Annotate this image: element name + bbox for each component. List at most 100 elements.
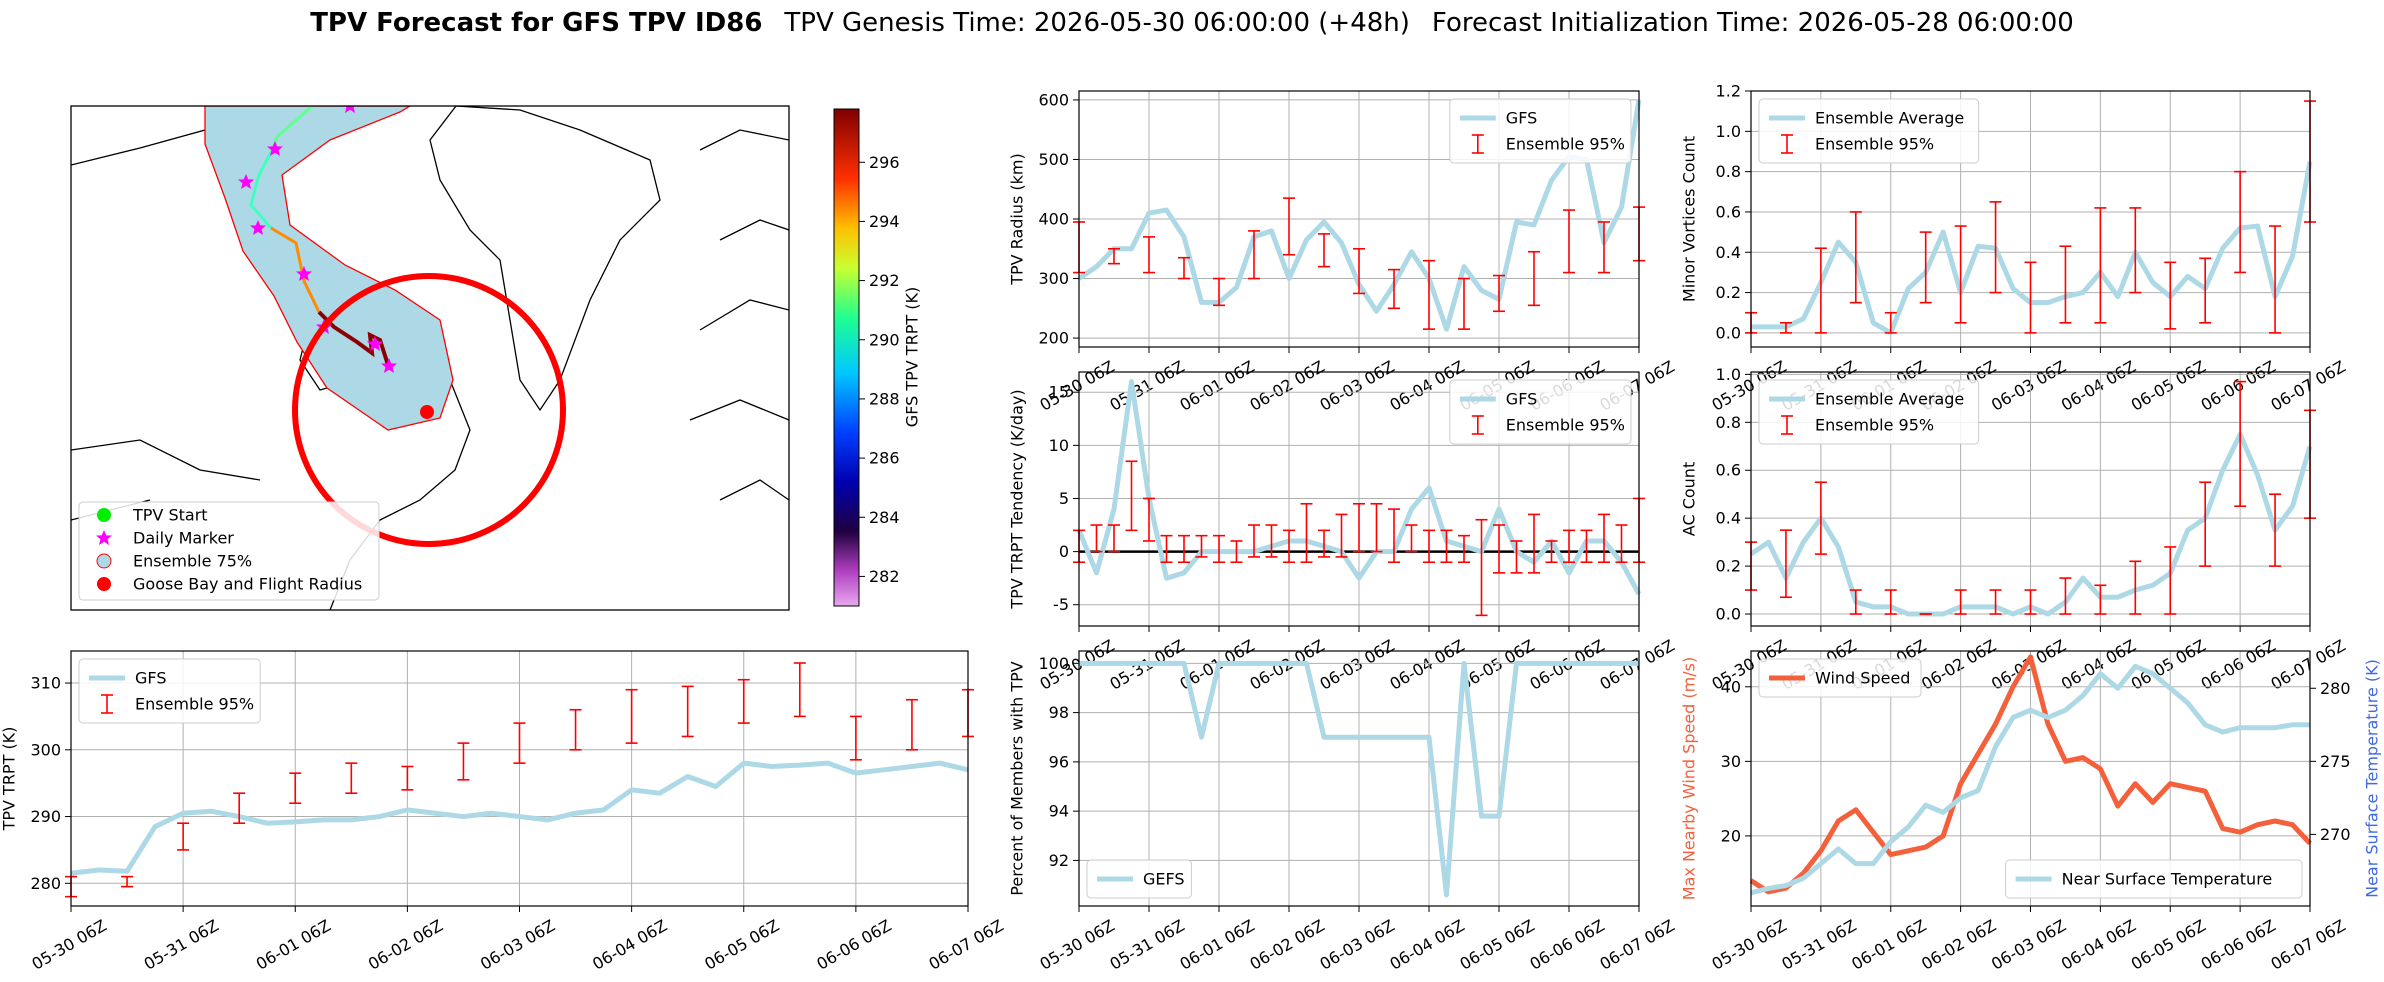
plot-frame	[1078, 371, 1640, 627]
colorbar-tick-label: 290	[869, 330, 900, 349]
legend-label: Ensemble Average	[1815, 109, 1964, 128]
y-tick-label: 0.8	[1716, 413, 1741, 432]
legend-box	[1758, 658, 1922, 698]
x-tick-label: 06-05 06Z	[2128, 357, 2209, 415]
y-axis-label: AC Count	[1680, 462, 1699, 536]
legend-label: TPV Start	[132, 506, 208, 525]
legend-label: Near Surface Temperature	[2062, 870, 2273, 889]
legend-label: Ensemble 95%	[1506, 416, 1625, 435]
y-tick-label: 0.0	[1716, 323, 1741, 342]
x-tick-label: 06-04 06Z	[2058, 357, 2139, 415]
x-tick-label: 06-02 06Z	[365, 916, 446, 974]
x-tick-label: 05-31 06Z	[141, 916, 222, 974]
y-tick-label: 0.6	[1716, 461, 1741, 480]
y-tick-label: 300	[1038, 269, 1069, 288]
series-line	[1079, 660, 1639, 898]
plot-frame	[1078, 650, 1640, 907]
colorbar-tick-label: 296	[869, 153, 900, 172]
y-tick-label: 96	[1049, 752, 1069, 771]
legend-label: Wind Speed	[1815, 669, 1910, 688]
legend-label: Ensemble 95%	[1815, 416, 1934, 435]
legend-label: GEFS	[1143, 870, 1185, 889]
x-tick-label: 06-07 06Z	[925, 916, 1006, 974]
y-tick-label: 0.4	[1716, 509, 1741, 528]
plot-frame	[1750, 650, 2311, 907]
greenland	[429, 106, 661, 412]
legend-marker	[96, 553, 112, 569]
y-axis-label: Max Nearby Wind Speed (m/s)	[1680, 657, 1699, 900]
track	[249, 151, 273, 229]
map	[70, 105, 860, 611]
y-tick-label: 30	[1721, 752, 1741, 771]
y-tick-label: 200	[1038, 329, 1069, 348]
x-tick-label: 06-04 06Z	[2058, 636, 2139, 694]
legend-box	[1758, 379, 1980, 445]
x-tick-label: 06-07 06Z	[1596, 916, 1677, 974]
legend-label: GFS	[135, 669, 166, 688]
y-tick-label: 20	[1721, 826, 1741, 845]
x-tick-label: 06-04 06Z	[2058, 916, 2139, 974]
x-tick-label: 06-05 06Z	[1456, 916, 1537, 974]
plot-frame	[1750, 90, 2311, 348]
x-tick-label: 06-03 06Z	[477, 916, 558, 974]
legend-label: Ensemble 95%	[135, 695, 254, 714]
legend-label: GFS	[1506, 109, 1537, 128]
x-tick-label: 06-06 06Z	[2198, 916, 2279, 974]
x-tick-label: 06-03 06Z	[1316, 916, 1397, 974]
legend-box	[1449, 379, 1632, 445]
colorbar-tick-label: 292	[869, 271, 900, 290]
y-tick-label: 94	[1049, 802, 1069, 821]
plot-frame	[1750, 371, 2311, 627]
plot-frame	[70, 650, 969, 907]
x-tick-label: 06-05 06Z	[2128, 916, 2209, 974]
y-tick-label: 15	[1049, 383, 1069, 402]
init-time: Forecast Initialization Time: 2026-05-28…	[1432, 8, 2074, 38]
map-legend	[78, 501, 380, 601]
legend-label: Ensemble 95%	[1815, 135, 1934, 154]
x-tick-label: 06-07 06Z	[2267, 357, 2348, 415]
ensemble-swath	[204, 106, 454, 431]
x-tick-label: 05-31 06Z	[1778, 916, 1859, 974]
colorbar-label: GFS TPV TRPT (K)	[903, 287, 922, 427]
y-tick-label: 300	[30, 740, 61, 759]
y-tick-label: 40	[1721, 677, 1741, 696]
track	[317, 310, 390, 366]
x-tick-label: 06-06 06Z	[813, 916, 894, 974]
colorbar	[833, 108, 860, 607]
y-tick-label: 0.8	[1716, 162, 1741, 181]
x-tick-label: 06-07 06Z	[2267, 916, 2348, 974]
y-axis-label: TPV Radius (km)	[1008, 153, 1027, 286]
colorbar-tick-label: 286	[869, 449, 900, 468]
legend-label: Goose Bay and Flight Radius	[133, 575, 362, 594]
x-tick-label: 06-04 06Z	[1386, 916, 1467, 974]
x-tick-label: 06-06 06Z	[1526, 916, 1607, 974]
y-axis-label: TPV TRPT (K)	[0, 727, 19, 832]
legend-box	[78, 658, 261, 724]
x-tick-label: 06-05 06Z	[701, 916, 782, 974]
y-tick-label: 10	[1049, 436, 1069, 455]
legend-box	[2005, 859, 2303, 899]
flight-radius	[292, 273, 566, 547]
y2-tick-label: 280	[2320, 679, 2351, 698]
legend-label: Daily Marker	[133, 529, 234, 548]
x-tick-label: 06-03 06Z	[1316, 357, 1397, 415]
y-tick-label: 5	[1059, 489, 1069, 508]
plot-frame	[1078, 90, 1640, 348]
y-axis-label: Minor Vortices Count	[1680, 136, 1699, 302]
x-tick-label: 06-01 06Z	[1176, 916, 1257, 974]
colorbar-tick-label: 284	[869, 508, 900, 527]
y-tick-label: 1.2	[1716, 82, 1741, 101]
y-tick-label: 600	[1038, 90, 1069, 109]
x-tick-label: 06-03 06Z	[1988, 916, 2069, 974]
x-tick-label: 06-02 06Z	[1918, 636, 1999, 694]
series-line	[70, 760, 969, 876]
y-axis-label: TPV TRPT Tendency (K/day)	[1008, 389, 1027, 609]
series-line	[1749, 654, 2312, 895]
legend-box	[1449, 98, 1632, 164]
x-tick-label: 06-06 06Z	[2198, 636, 2279, 694]
legend-marker	[97, 577, 111, 591]
legend-box	[1086, 859, 1192, 899]
x-tick-label: 06-01 06Z	[253, 916, 334, 974]
legend-label: Ensemble Average	[1815, 390, 1964, 409]
